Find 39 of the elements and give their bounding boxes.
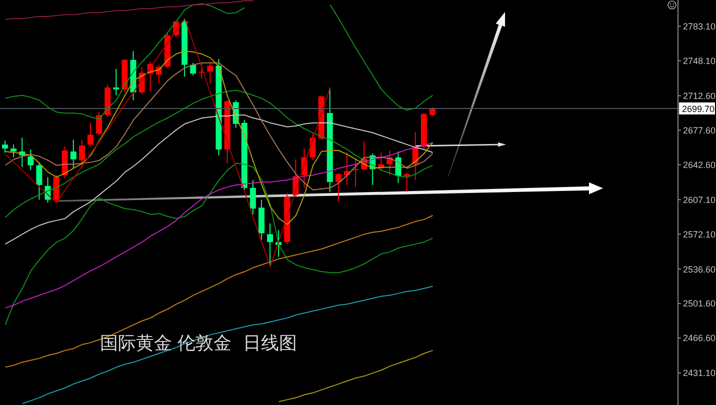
y-tick-label: 2642.60 — [683, 160, 716, 170]
candlestick — [70, 139, 76, 169]
line-series — [4, 142, 434, 309]
ref-line-label: 2699.70 — [682, 104, 715, 114]
line-series — [4, 215, 434, 368]
candlestick — [2, 140, 8, 153]
candlestick — [310, 133, 316, 161]
candlestick — [10, 144, 17, 158]
y-tick-label: 2501.60 — [683, 298, 716, 309]
line-series — [4, 18, 331, 268]
candlestick — [207, 61, 214, 84]
candlestick — [250, 180, 256, 216]
candlestick — [28, 149, 34, 171]
candlestick — [53, 174, 60, 204]
candlestick — [96, 112, 102, 136]
candlestick — [190, 62, 196, 76]
y-tick-label: 2431.10 — [683, 368, 716, 378]
line-series — [278, 350, 434, 402]
y-tick-label: 2783.10 — [683, 21, 716, 32]
y-tick-label: 2466.60 — [683, 333, 716, 344]
line-series — [4, 90, 434, 218]
candlestick — [36, 162, 42, 200]
line-series — [4, 50, 434, 225]
candlestick — [113, 68, 120, 96]
y-tick-label: 2712.60 — [683, 90, 716, 101]
line-series — [22, 286, 434, 404]
y-tick-label: 2572.10 — [683, 229, 716, 240]
candlestick — [267, 222, 274, 268]
line-series — [4, 0, 254, 20]
line-series — [4, 162, 434, 326]
y-tick-label: 2748.10 — [683, 56, 716, 66]
candlestick — [87, 122, 94, 148]
candlestick — [335, 172, 342, 202]
y-tick-label: 2677.60 — [683, 125, 716, 136]
candlestick — [78, 139, 85, 168]
line-series — [4, 62, 434, 190]
y-tick-label: 2536.60 — [683, 264, 716, 274]
y-tick-label: 2607.10 — [683, 194, 716, 205]
candlestick — [404, 172, 410, 192]
